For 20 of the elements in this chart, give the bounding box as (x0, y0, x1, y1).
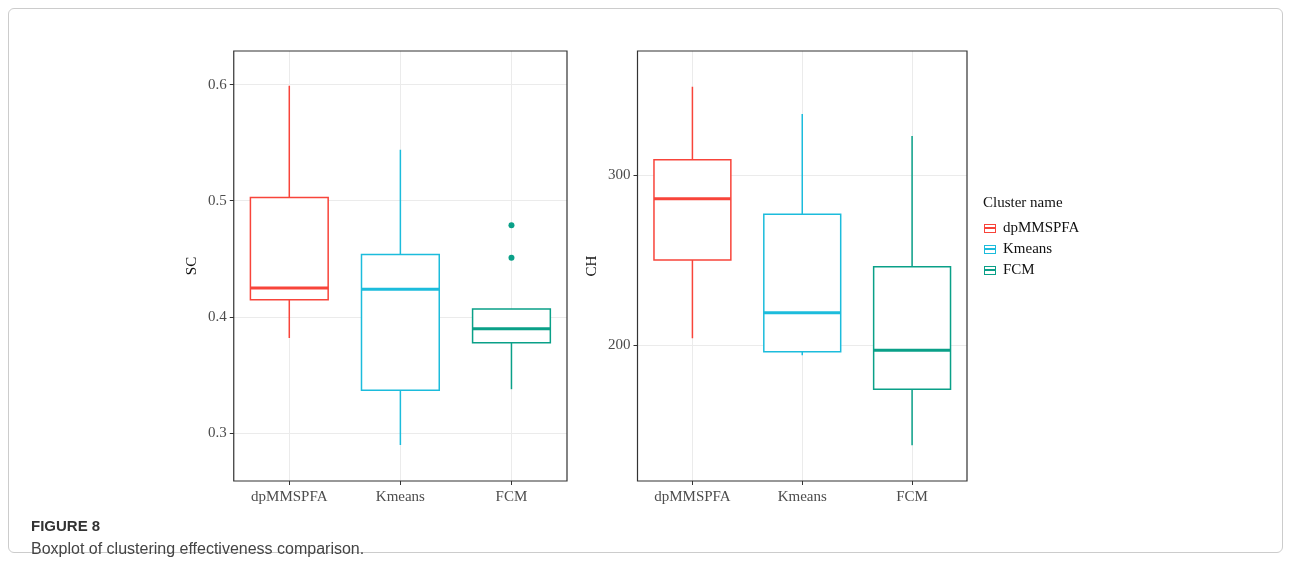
x-tick-label: FCM (495, 487, 528, 504)
y-tick-label: 0.6 (208, 75, 228, 92)
x-tick-label: dpMMSPFA (251, 487, 328, 504)
caption: FIGURE 8 (31, 517, 102, 534)
y-tick-label: 300 (608, 166, 631, 183)
y-tick-label: 0.5 (208, 191, 227, 208)
y-tick-label: 0.4 (208, 308, 228, 325)
legend-label: FCM (1003, 261, 1035, 278)
x-tick-label: dpMMSPFA (654, 487, 731, 504)
x-tick-label: Kmeans (375, 487, 426, 504)
legend-label: dpMMSPFA (1003, 219, 1080, 236)
y-axis-title: CH (582, 255, 599, 277)
legend-title: Cluster name (983, 194, 1064, 211)
y-tick-label: 0.3 (208, 424, 227, 441)
y-axis-title: SC (182, 256, 199, 276)
x-tick-label: FCM (896, 487, 928, 504)
y-tick-label: 200 (608, 335, 631, 352)
x-tick-label: Kmeans (777, 487, 827, 504)
legend-label: Kmeans (1003, 240, 1053, 257)
text: Boxplot of clustering effectiveness comparison. (31, 540, 366, 558)
